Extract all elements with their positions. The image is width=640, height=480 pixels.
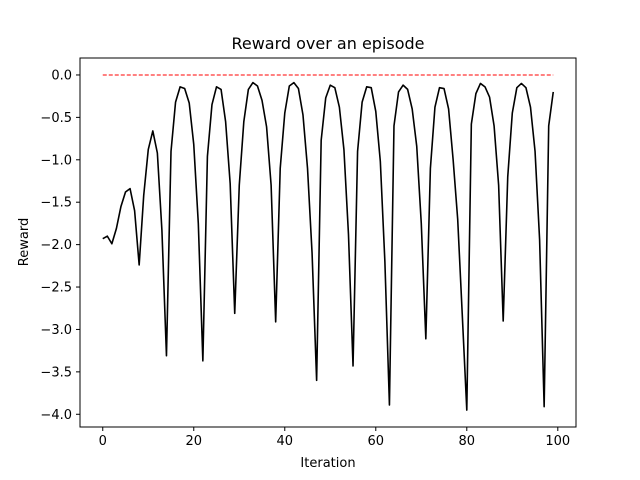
x-tick-label: 0: [99, 434, 107, 449]
x-tick-label: 100: [545, 434, 570, 449]
y-tick-label: −3.0: [40, 323, 72, 338]
x-tick-label: 40: [276, 434, 293, 449]
x-axis-label: Iteration: [300, 456, 355, 471]
y-tick-label: −2.0: [40, 238, 72, 253]
y-tick-label: −3.5: [40, 365, 72, 380]
x-axis: 0 20 40 60 80 100: [99, 427, 570, 449]
y-tick-label: −2.5: [40, 281, 72, 296]
series-layer: [102, 74, 555, 411]
y-axis: 0.0 −0.5 −1.0 −1.5 −2.0 −2.5 −3.0 −3.5 −4.0: [40, 68, 80, 423]
chart-title: Reward over an episode: [231, 34, 424, 53]
plot-area: [79, 57, 577, 428]
x-tick-label: 60: [368, 434, 385, 449]
y-tick-label: −1.5: [40, 196, 72, 211]
y-tick-label: −1.0: [40, 153, 72, 168]
x-tick-label: 80: [459, 434, 476, 449]
y-axis-label: Reward: [17, 218, 32, 266]
y-tick-label: −0.5: [40, 111, 72, 126]
x-tick-label: 20: [185, 434, 202, 449]
y-tick-label: 0.0: [51, 68, 72, 83]
axes-frame: [79, 57, 577, 428]
y-tick-label: −4.0: [40, 408, 72, 423]
series-line-0: [102, 81, 555, 411]
